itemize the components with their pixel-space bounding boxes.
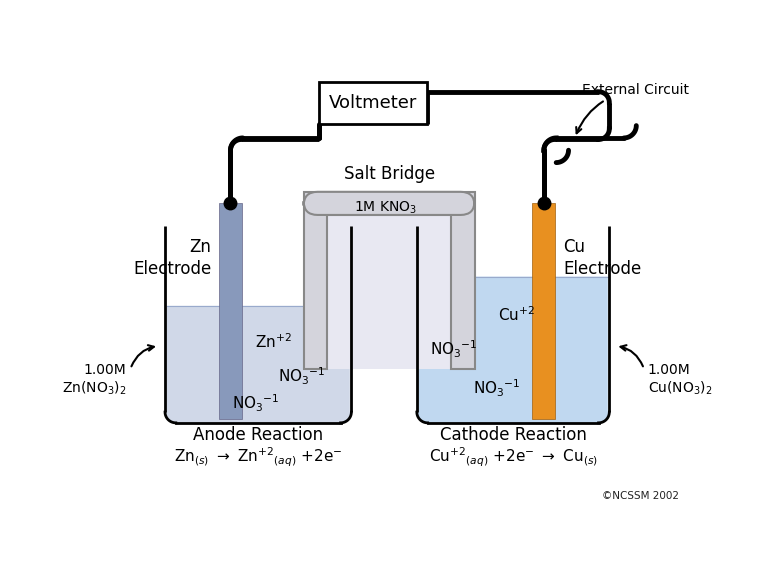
Text: Cu
Electrode: Cu Electrode xyxy=(563,238,642,278)
Text: Cu$^{+2}$: Cu$^{+2}$ xyxy=(497,305,535,324)
Polygon shape xyxy=(417,276,609,423)
Bar xyxy=(533,204,555,419)
Text: 1.00M
Zn(NO$_3$)$_2$: 1.00M Zn(NO$_3$)$_2$ xyxy=(62,363,127,398)
Text: Zn
Electrode: Zn Electrode xyxy=(133,238,211,278)
Text: NO$_3$$^{-1}$: NO$_3$$^{-1}$ xyxy=(473,378,520,399)
Polygon shape xyxy=(166,306,351,423)
Polygon shape xyxy=(165,227,352,423)
Text: NO$_3$$^{-1}$: NO$_3$$^{-1}$ xyxy=(430,339,478,360)
Text: Zn$_{(s)}$ $\rightarrow$ Zn$^{+2}$$_{(aq)}$ +2e$^{-}$: Zn$_{(s)}$ $\rightarrow$ Zn$^{+2}$$_{(aq… xyxy=(174,446,343,469)
FancyBboxPatch shape xyxy=(304,192,475,215)
Text: ©NCSSM 2002: ©NCSSM 2002 xyxy=(602,491,678,502)
Text: NO$_3$$^{-1}$: NO$_3$$^{-1}$ xyxy=(232,393,280,414)
Polygon shape xyxy=(304,192,475,369)
Text: 1M KNO$_3$: 1M KNO$_3$ xyxy=(354,200,417,216)
Text: Salt Bridge: Salt Bridge xyxy=(343,165,435,182)
Polygon shape xyxy=(417,227,610,423)
Text: Cu$^{+2}$$_{(aq)}$ +2e$^{-}$ $\rightarrow$ Cu$_{(s)}$: Cu$^{+2}$$_{(aq)}$ +2e$^{-}$ $\rightarro… xyxy=(429,446,597,469)
Bar xyxy=(219,204,242,419)
Bar xyxy=(319,82,427,124)
Text: Anode Reaction: Anode Reaction xyxy=(193,426,324,444)
Text: Cathode Reaction: Cathode Reaction xyxy=(439,426,587,444)
Text: External Circuit: External Circuit xyxy=(576,83,690,133)
Text: Voltmeter: Voltmeter xyxy=(329,94,417,112)
Polygon shape xyxy=(327,215,451,369)
Text: Zn$^{+2}$: Zn$^{+2}$ xyxy=(255,333,292,351)
Text: 1.00M
Cu(NO$_3$)$_2$: 1.00M Cu(NO$_3$)$_2$ xyxy=(648,363,713,398)
Text: NO$_3$$^{-1}$: NO$_3$$^{-1}$ xyxy=(278,366,326,387)
